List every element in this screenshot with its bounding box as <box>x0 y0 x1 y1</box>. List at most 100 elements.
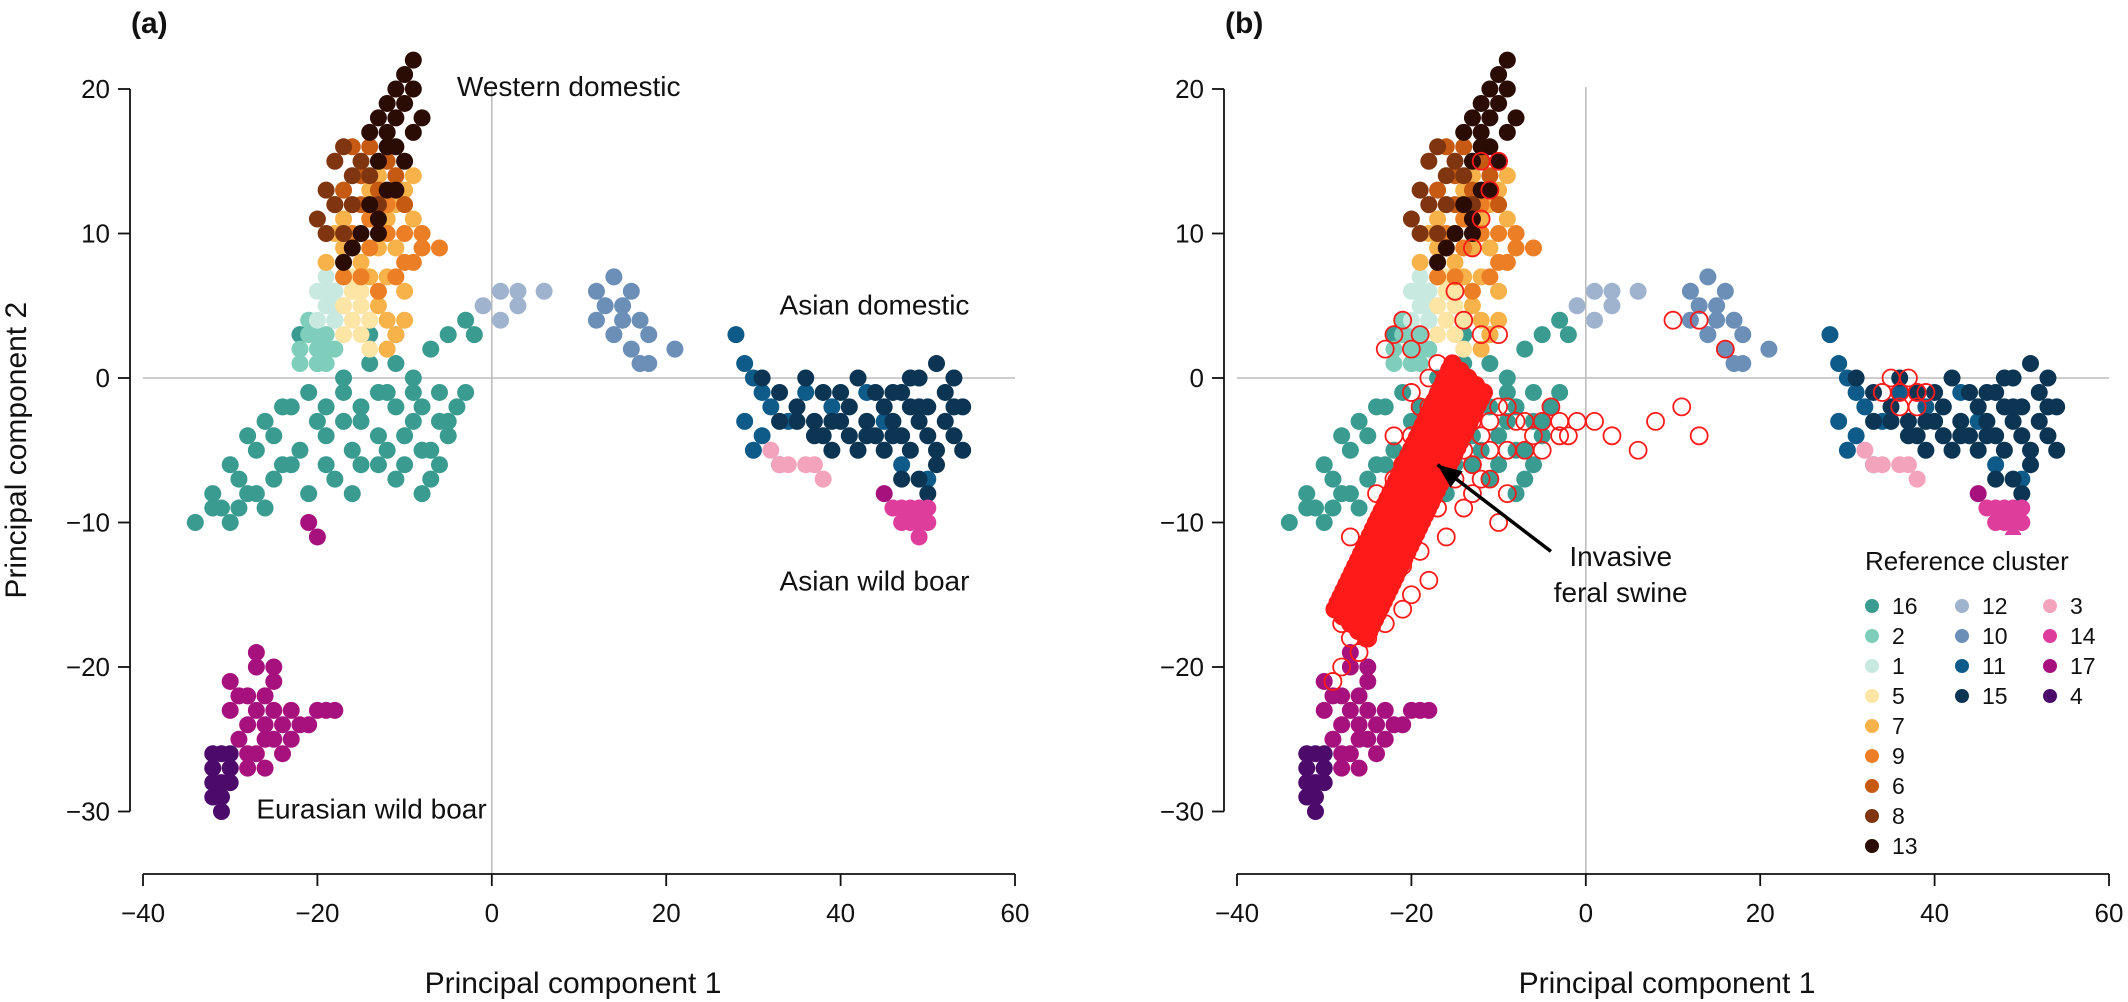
cluster-15-point <box>771 383 789 401</box>
cluster-13-point <box>1498 80 1516 98</box>
cluster-15-point <box>945 398 963 416</box>
cluster-12-point <box>1586 311 1604 329</box>
group-annotation: Western domestic <box>457 71 681 102</box>
cluster-16-point <box>413 485 431 503</box>
y-tick-label: 20 <box>81 74 110 104</box>
x-tick-label: 40 <box>826 898 855 928</box>
cluster-16-point <box>1516 441 1534 459</box>
cluster-17-point <box>230 730 248 748</box>
cluster-12-point <box>492 311 510 329</box>
cluster-13-point <box>404 51 422 69</box>
cluster-16-point <box>1542 398 1560 416</box>
cluster-16-point <box>404 412 422 430</box>
cluster-16-point <box>1490 456 1508 474</box>
cluster-7-point <box>378 340 396 358</box>
cluster-16-point <box>378 383 396 401</box>
cluster-13-point <box>387 109 405 127</box>
annotation-arrow-head <box>1437 464 1463 488</box>
invasive-point <box>1463 455 1482 475</box>
cluster-15-point <box>1908 427 1926 445</box>
cluster-7-point <box>1429 210 1447 228</box>
legend-item-16: 16 <box>1865 593 1918 619</box>
cluster-16-point <box>430 456 448 474</box>
group-annotation: Eurasian wild boar <box>256 794 486 825</box>
cluster-5-point <box>352 282 370 300</box>
legend-item-11: 11 <box>1955 653 2006 679</box>
cluster-16-point <box>1498 383 1516 401</box>
cluster-12-point <box>535 282 553 300</box>
cluster-15-point <box>910 470 928 488</box>
cluster-17-point <box>300 716 318 734</box>
cluster-8-point <box>352 152 370 170</box>
legend-label: 17 <box>2070 653 2096 679</box>
cluster-3-points <box>762 441 832 488</box>
cluster-17-point <box>1368 745 1386 763</box>
cluster-16-point <box>1333 427 1351 445</box>
cluster-8-points <box>308 138 387 242</box>
cluster-16-point <box>352 398 370 416</box>
cluster-16-point <box>343 485 361 503</box>
cluster-2-point <box>317 355 335 373</box>
cluster-1-point <box>317 268 335 286</box>
cluster-11-point <box>744 441 762 459</box>
cluster-17-point <box>274 716 292 734</box>
cluster-8-point <box>1455 167 1473 185</box>
x-tick-label: 0 <box>485 898 499 928</box>
legend-label: 2 <box>1892 623 1905 649</box>
legend-label: 6 <box>1892 773 1905 799</box>
invasive-point <box>1532 440 1552 460</box>
cluster-15-point <box>1960 383 1978 401</box>
cluster-13-point <box>404 123 422 141</box>
y-tick-label: −30 <box>1160 797 1204 827</box>
legend-swatch <box>2043 689 2057 703</box>
cluster-15-points <box>753 355 972 503</box>
cluster-7-point <box>1411 253 1429 271</box>
cluster-13-point <box>396 152 414 170</box>
cluster-16-point <box>369 456 387 474</box>
group-annotation: feral swine <box>1554 577 1688 608</box>
cluster-17-point <box>300 514 318 531</box>
legend-item-6: 6 <box>1865 773 1905 799</box>
cluster-14-point <box>1978 499 1996 517</box>
cluster-15-point <box>901 369 919 387</box>
invasive-point <box>1454 498 1474 518</box>
cluster-4-point <box>212 788 230 806</box>
cluster-6-point <box>396 196 414 214</box>
cluster-9-point <box>387 268 405 286</box>
cluster-15-point <box>910 398 928 416</box>
cluster-17-point <box>265 672 283 690</box>
cluster-15-point <box>1926 412 1944 430</box>
cluster-8-point <box>1446 152 1464 170</box>
invasive-point <box>1646 411 1665 431</box>
legend-label: 15 <box>1982 683 2008 709</box>
legend-swatch <box>1865 719 1879 733</box>
legend-title: Reference cluster <box>1865 546 2069 576</box>
cluster-16-point <box>387 355 405 373</box>
cluster-10-point <box>1725 355 1743 373</box>
cluster-13-point <box>1463 225 1481 242</box>
cluster-12-point <box>1586 282 1604 300</box>
cluster-16-point <box>396 456 414 474</box>
cluster-9-point <box>1507 225 1525 242</box>
cluster-13-point <box>387 138 405 156</box>
legend-label: 10 <box>1982 623 2008 649</box>
cluster-16-point <box>422 340 440 358</box>
cluster-15-point <box>2048 441 2066 459</box>
cluster-7-point <box>369 297 387 315</box>
invasive-point <box>1489 397 1508 417</box>
cluster-16-point <box>1524 456 1542 474</box>
invasive-point <box>1489 151 1508 171</box>
invasive-point <box>1899 368 1918 388</box>
cluster-15-point <box>1934 427 1952 445</box>
cluster-1-point <box>317 282 335 300</box>
cluster-15-point <box>936 412 954 430</box>
cluster-14-point <box>910 514 928 531</box>
cluster-7-point <box>1490 311 1508 329</box>
cluster-16-point <box>230 499 248 517</box>
cluster-12-point <box>492 282 510 300</box>
cluster-12-points <box>1568 282 1647 329</box>
cluster-16-point <box>1385 441 1403 459</box>
cluster-4-points <box>1298 745 1333 820</box>
cluster-15-point <box>1952 412 1970 430</box>
